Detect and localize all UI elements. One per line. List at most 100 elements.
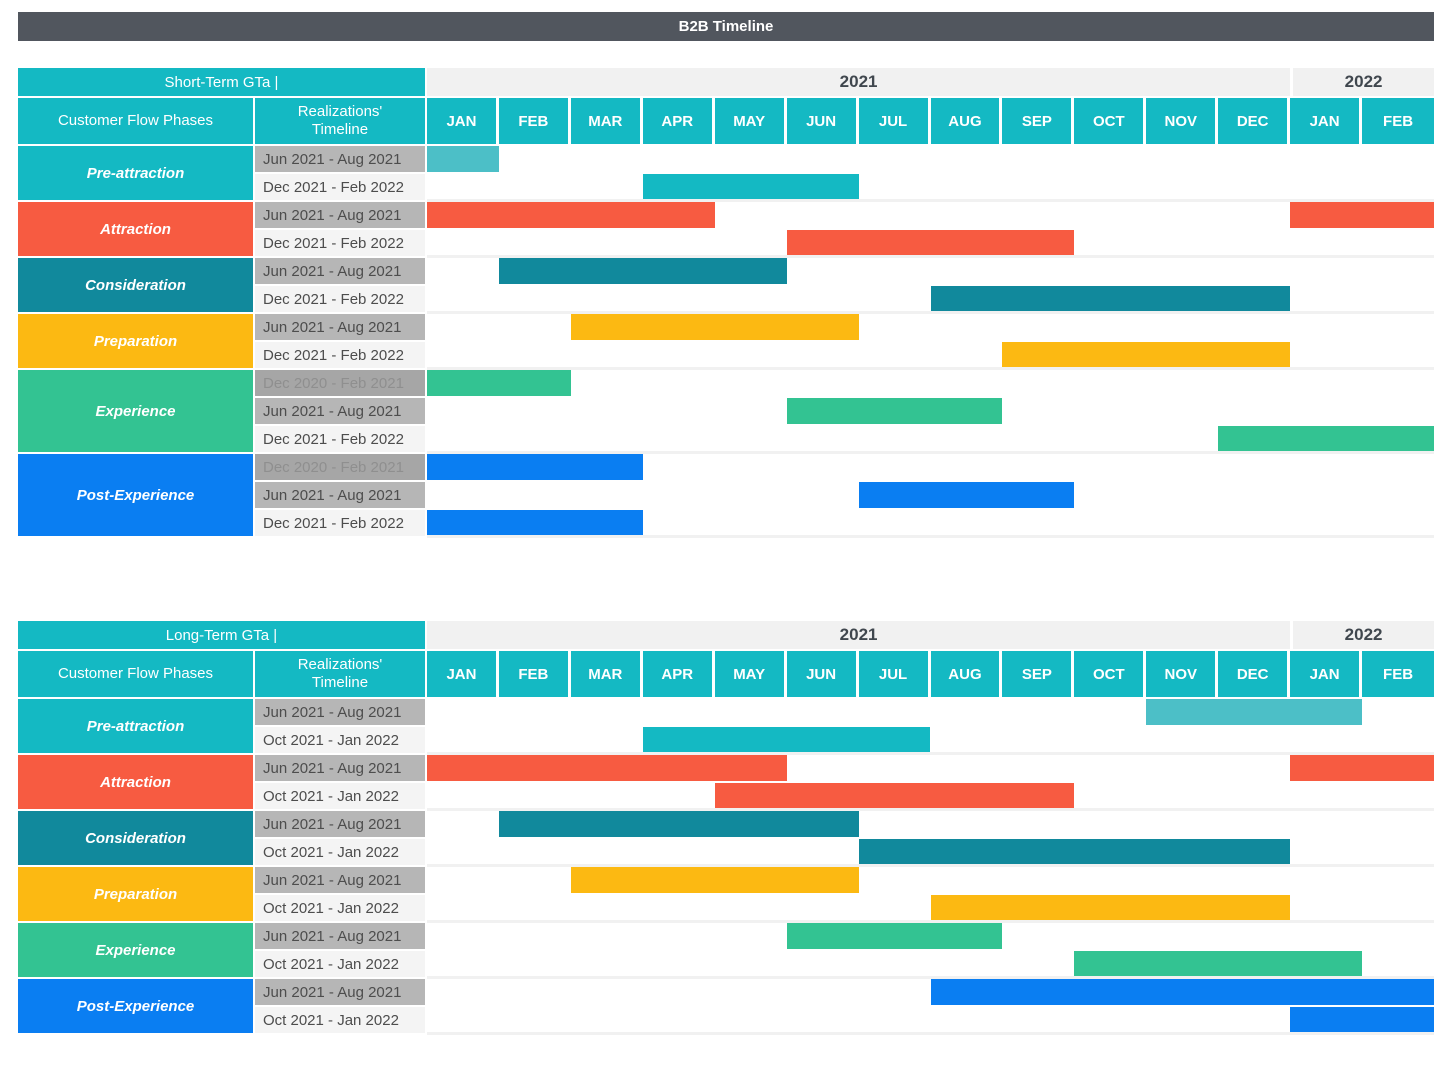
- timeline-label: Dec 2021 - Feb 2022: [255, 174, 427, 202]
- timeline-label: Jun 2021 - Aug 2021: [255, 923, 427, 951]
- gantt-bar: [427, 510, 643, 535]
- spacer: [0, 41, 1452, 68]
- phase-label: Preparation: [18, 314, 255, 370]
- month-header: OCT: [1074, 651, 1147, 699]
- gantt-bar: [1290, 202, 1434, 228]
- chart-track: [427, 1007, 1434, 1035]
- gantt-bar: [427, 370, 571, 396]
- month-header: SEP: [1002, 651, 1075, 699]
- year-header: 2022: [1290, 68, 1434, 98]
- timeline-label: Jun 2021 - Aug 2021: [255, 258, 427, 286]
- chart-track: [427, 839, 1434, 867]
- timeline-label: Jun 2021 - Aug 2021: [255, 314, 427, 342]
- month-header: AUG: [930, 651, 1003, 699]
- gantt-bar: [930, 286, 1291, 311]
- column-header-phases: Customer Flow Phases: [18, 98, 255, 146]
- chart-track: [427, 342, 1434, 370]
- phase-label: Experience: [18, 923, 255, 979]
- chart-track: [427, 699, 1434, 727]
- month-header: JUL: [858, 651, 931, 699]
- gantt-bar: [570, 867, 859, 893]
- month-header: JAN: [1290, 651, 1363, 699]
- timeline-label: Dec 2021 - Feb 2022: [255, 286, 427, 314]
- month-header: APR: [642, 98, 715, 146]
- chart-track: [427, 951, 1434, 979]
- gantt-bar: [1002, 342, 1291, 367]
- gantt-bar: [714, 783, 1075, 808]
- gantt-bar: [930, 979, 1434, 1005]
- gantt-bar: [427, 454, 643, 480]
- chart-track: [427, 783, 1434, 811]
- timeline-label: Jun 2021 - Aug 2021: [255, 867, 427, 895]
- month-header: NOV: [1146, 98, 1219, 146]
- phase-label: Preparation: [18, 867, 255, 923]
- timeline-label: Jun 2021 - Aug 2021: [255, 398, 427, 426]
- timeline-label: Dec 2021 - Feb 2022: [255, 426, 427, 454]
- timeline-label: Dec 2020 - Feb 2021: [255, 454, 427, 482]
- phase-label: Attraction: [18, 755, 255, 811]
- chart-track: [427, 895, 1434, 923]
- month-header: FEB: [498, 98, 571, 146]
- chart-track: [427, 230, 1434, 258]
- chart-track: [427, 727, 1434, 755]
- chart-track: [427, 314, 1434, 342]
- gantt-bar: [786, 230, 1075, 255]
- timeline-label: Jun 2021 - Aug 2021: [255, 146, 427, 174]
- year-header: 2021: [427, 621, 1291, 651]
- gantt-bar: [858, 839, 1291, 864]
- long-term-gantt: Long-Term GTa | 2021 2022 Customer Flow Pha…: [18, 621, 1434, 1035]
- gantt-bar: [786, 398, 1003, 424]
- chart-track: [427, 258, 1434, 286]
- chart-track: [427, 811, 1434, 839]
- phase-label: Attraction: [18, 202, 255, 258]
- chart-track: [427, 454, 1434, 482]
- column-header-timeline: Realizations' Timeline: [255, 651, 427, 699]
- gantt-bar: [930, 895, 1291, 920]
- gantt-bar: [498, 258, 787, 284]
- timeline-label: Jun 2021 - Aug 2021: [255, 482, 427, 510]
- spacer: [0, 538, 1452, 621]
- year-header: 2021: [427, 68, 1291, 98]
- gantt-bar: [1290, 755, 1434, 781]
- gantt-bar: [642, 727, 931, 752]
- gantt-bar: [427, 146, 499, 172]
- chart-track: [427, 510, 1434, 538]
- chart-track: [427, 426, 1434, 454]
- month-header: MAY: [714, 651, 787, 699]
- month-header: JUN: [786, 98, 859, 146]
- timeline-label: Jun 2021 - Aug 2021: [255, 979, 427, 1007]
- timeline-label: Jun 2021 - Aug 2021: [255, 202, 427, 230]
- short-term-gantt: Short-Term GTa | 2021 2022 Customer Flow Ph…: [18, 68, 1434, 538]
- gantt-bar: [642, 174, 859, 199]
- chart-track: [427, 202, 1434, 230]
- gantt-bar: [427, 202, 715, 228]
- month-header: JAN: [1290, 98, 1363, 146]
- gantt-bar: [498, 811, 859, 837]
- chart-track: [427, 482, 1434, 510]
- column-header-phases: Customer Flow Phases: [18, 651, 255, 699]
- month-header: JUL: [858, 98, 931, 146]
- month-header: MAR: [570, 651, 643, 699]
- phase-label: Consideration: [18, 811, 255, 867]
- month-header: DEC: [1218, 651, 1291, 699]
- chart-track: [427, 867, 1434, 895]
- chart-track: [427, 174, 1434, 202]
- timeline-label: Jun 2021 - Aug 2021: [255, 755, 427, 783]
- gantt-bar: [1074, 951, 1363, 976]
- chart-track: [427, 923, 1434, 951]
- timeline-label: Jun 2021 - Aug 2021: [255, 699, 427, 727]
- timeline-label: Jun 2021 - Aug 2021: [255, 811, 427, 839]
- month-header: FEB: [498, 651, 571, 699]
- phase-label: Experience: [18, 370, 255, 454]
- timeline-label: Oct 2021 - Jan 2022: [255, 895, 427, 923]
- gantt-bar: [1218, 426, 1434, 451]
- phase-label: Consideration: [18, 258, 255, 314]
- timeline-label: Dec 2021 - Feb 2022: [255, 510, 427, 538]
- timeline-label: Oct 2021 - Jan 2022: [255, 839, 427, 867]
- column-header-timeline: Realizations' Timeline: [255, 98, 427, 146]
- gantt-bar: [786, 923, 1003, 949]
- timeline-label: Oct 2021 - Jan 2022: [255, 951, 427, 979]
- gantt-bar: [570, 314, 859, 340]
- month-header: APR: [642, 651, 715, 699]
- chart-track: [427, 286, 1434, 314]
